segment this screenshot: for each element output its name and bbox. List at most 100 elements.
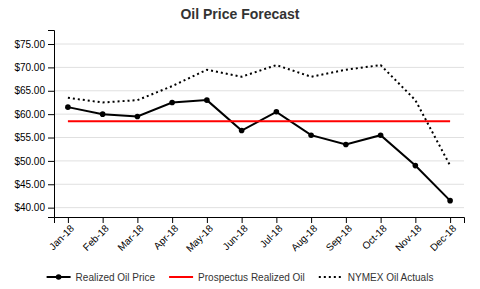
x-tick: Sep-18	[324, 217, 355, 253]
legend-label: Prospectus Realized Oil	[198, 272, 305, 283]
y-tick: $75.00	[14, 39, 54, 50]
x-tick: Jul-18	[258, 217, 285, 250]
legend-item: Realized Oil Price	[47, 272, 156, 283]
y-tick: $55.00	[14, 132, 54, 143]
series-marker	[239, 128, 245, 134]
series-marker	[308, 132, 314, 138]
y-tick-label: $55.00	[14, 132, 45, 143]
series-line	[68, 65, 450, 166]
marks	[65, 65, 453, 203]
x-tick-label: Mar-18	[115, 222, 145, 252]
series-marker	[204, 97, 210, 103]
grid-line	[54, 207, 464, 208]
x-tick-label: Apr-18	[151, 222, 180, 251]
x-tick-mark	[415, 217, 416, 223]
grid-line	[54, 184, 464, 185]
x-tick: Mar-18	[115, 217, 145, 253]
x-tick-mark	[172, 217, 173, 223]
x-tick-label: May-18	[184, 222, 216, 254]
y-tick: $65.00	[14, 85, 54, 96]
y-tick-mark	[48, 184, 54, 185]
y-tick: $45.00	[14, 179, 54, 190]
x-tick: May-18	[184, 217, 216, 254]
x-tick-label: Jan-18	[47, 222, 77, 252]
y-tick-label: $65.00	[14, 85, 45, 96]
y-tick: $40.00	[14, 202, 54, 213]
x-axis-line	[55, 218, 465, 224]
x-tick-label: Jun-18	[221, 222, 251, 252]
x-tick: Nov-18	[393, 217, 424, 253]
x-tick-mark	[311, 217, 312, 223]
legend-label: NYMEX Oil Actuals	[348, 272, 434, 283]
y-tick-mark	[48, 161, 54, 162]
legend-item: NYMEX Oil Actuals	[319, 272, 434, 283]
y-tick-label: $45.00	[14, 179, 45, 190]
series-marker	[447, 198, 453, 204]
x-tick-label: Aug-18	[289, 222, 320, 253]
series-marker	[65, 104, 71, 110]
series-marker	[343, 142, 349, 148]
title: Oil Price Forecast	[180, 6, 299, 22]
y-axis: $40.00 $45.00 $50.00 $55.00 $60.00 $65.00 $70.…	[14, 31, 54, 218]
y-tick-mark	[48, 138, 54, 139]
x-tick-mark	[276, 217, 277, 223]
x-tick-label: Nov-18	[393, 222, 424, 253]
y-tick-mark	[48, 44, 54, 45]
x-tick: Apr-18	[151, 217, 180, 252]
grid	[54, 44, 464, 208]
y-tick-mark	[48, 114, 54, 115]
y-tick-label: $50.00	[14, 156, 45, 167]
chart: Oil Price Forecast $40.00 $45.00 $50.00 $55.…	[0, 0, 480, 289]
grid-line	[54, 137, 464, 138]
legend-label: Realized Oil Price	[76, 272, 156, 283]
legend-marker	[56, 274, 62, 280]
y-tick: $50.00	[14, 156, 54, 167]
x-tick: Jun-18	[221, 217, 251, 252]
series-marker	[169, 100, 175, 106]
x-tick-mark	[381, 217, 382, 223]
series-line	[68, 120, 450, 122]
x-tick-label: Oct-18	[360, 222, 389, 251]
legend-swatch	[319, 276, 343, 278]
x-tick-label: Dec-18	[428, 222, 459, 253]
x-tick: Dec-18	[428, 217, 459, 253]
x-tick-mark	[207, 217, 208, 223]
grid-line	[54, 67, 464, 68]
x-tick-label: Sep-18	[324, 222, 355, 253]
x-tick: Aug-18	[289, 217, 320, 253]
x-tick: Feb-18	[81, 217, 111, 253]
x-tick-mark	[68, 217, 69, 223]
x-tick-mark	[242, 217, 243, 223]
series-marker	[413, 163, 419, 169]
series-line	[68, 100, 450, 201]
x-tick-mark	[137, 217, 138, 223]
x-tick-mark	[450, 217, 451, 223]
x-tick-label: Feb-18	[81, 222, 111, 252]
series-marker	[100, 111, 106, 117]
x-tick-mark	[346, 217, 347, 223]
legend-swatch	[169, 276, 193, 278]
legend: Realized Oil Price Prospectus Realized Oi…	[47, 272, 434, 283]
legend-item: Prospectus Realized Oil	[169, 272, 305, 283]
x-tick: Oct-18	[360, 217, 389, 252]
plot: $40.00 $45.00 $50.00 $55.00 $60.00 $65.00 $70.…	[14, 31, 464, 255]
y-tick-mark	[48, 67, 54, 68]
y-tick-label: $40.00	[14, 202, 45, 213]
y-tick: $60.00	[14, 109, 54, 120]
y-tick-label: $75.00	[14, 39, 45, 50]
series-marker	[135, 114, 141, 120]
x-tick-label: Jul-18	[258, 222, 285, 249]
y-tick-label: $70.00	[14, 62, 45, 73]
series-marker	[274, 109, 280, 115]
x-tick-mark	[103, 217, 104, 223]
grid-line	[54, 160, 464, 161]
y-tick-label: $60.00	[14, 109, 45, 120]
y-tick: $70.00	[14, 62, 54, 73]
grid-line	[54, 90, 464, 91]
y-tick-mark	[48, 208, 54, 209]
x-axis: Jan-18Feb-18Mar-18Apr-18May-18Jun-18 Jul-…	[47, 217, 465, 254]
y-tick-mark	[48, 91, 54, 92]
x-tick: Jan-18	[47, 217, 77, 252]
series-marker	[378, 132, 384, 138]
y-axis-line	[48, 31, 55, 218]
